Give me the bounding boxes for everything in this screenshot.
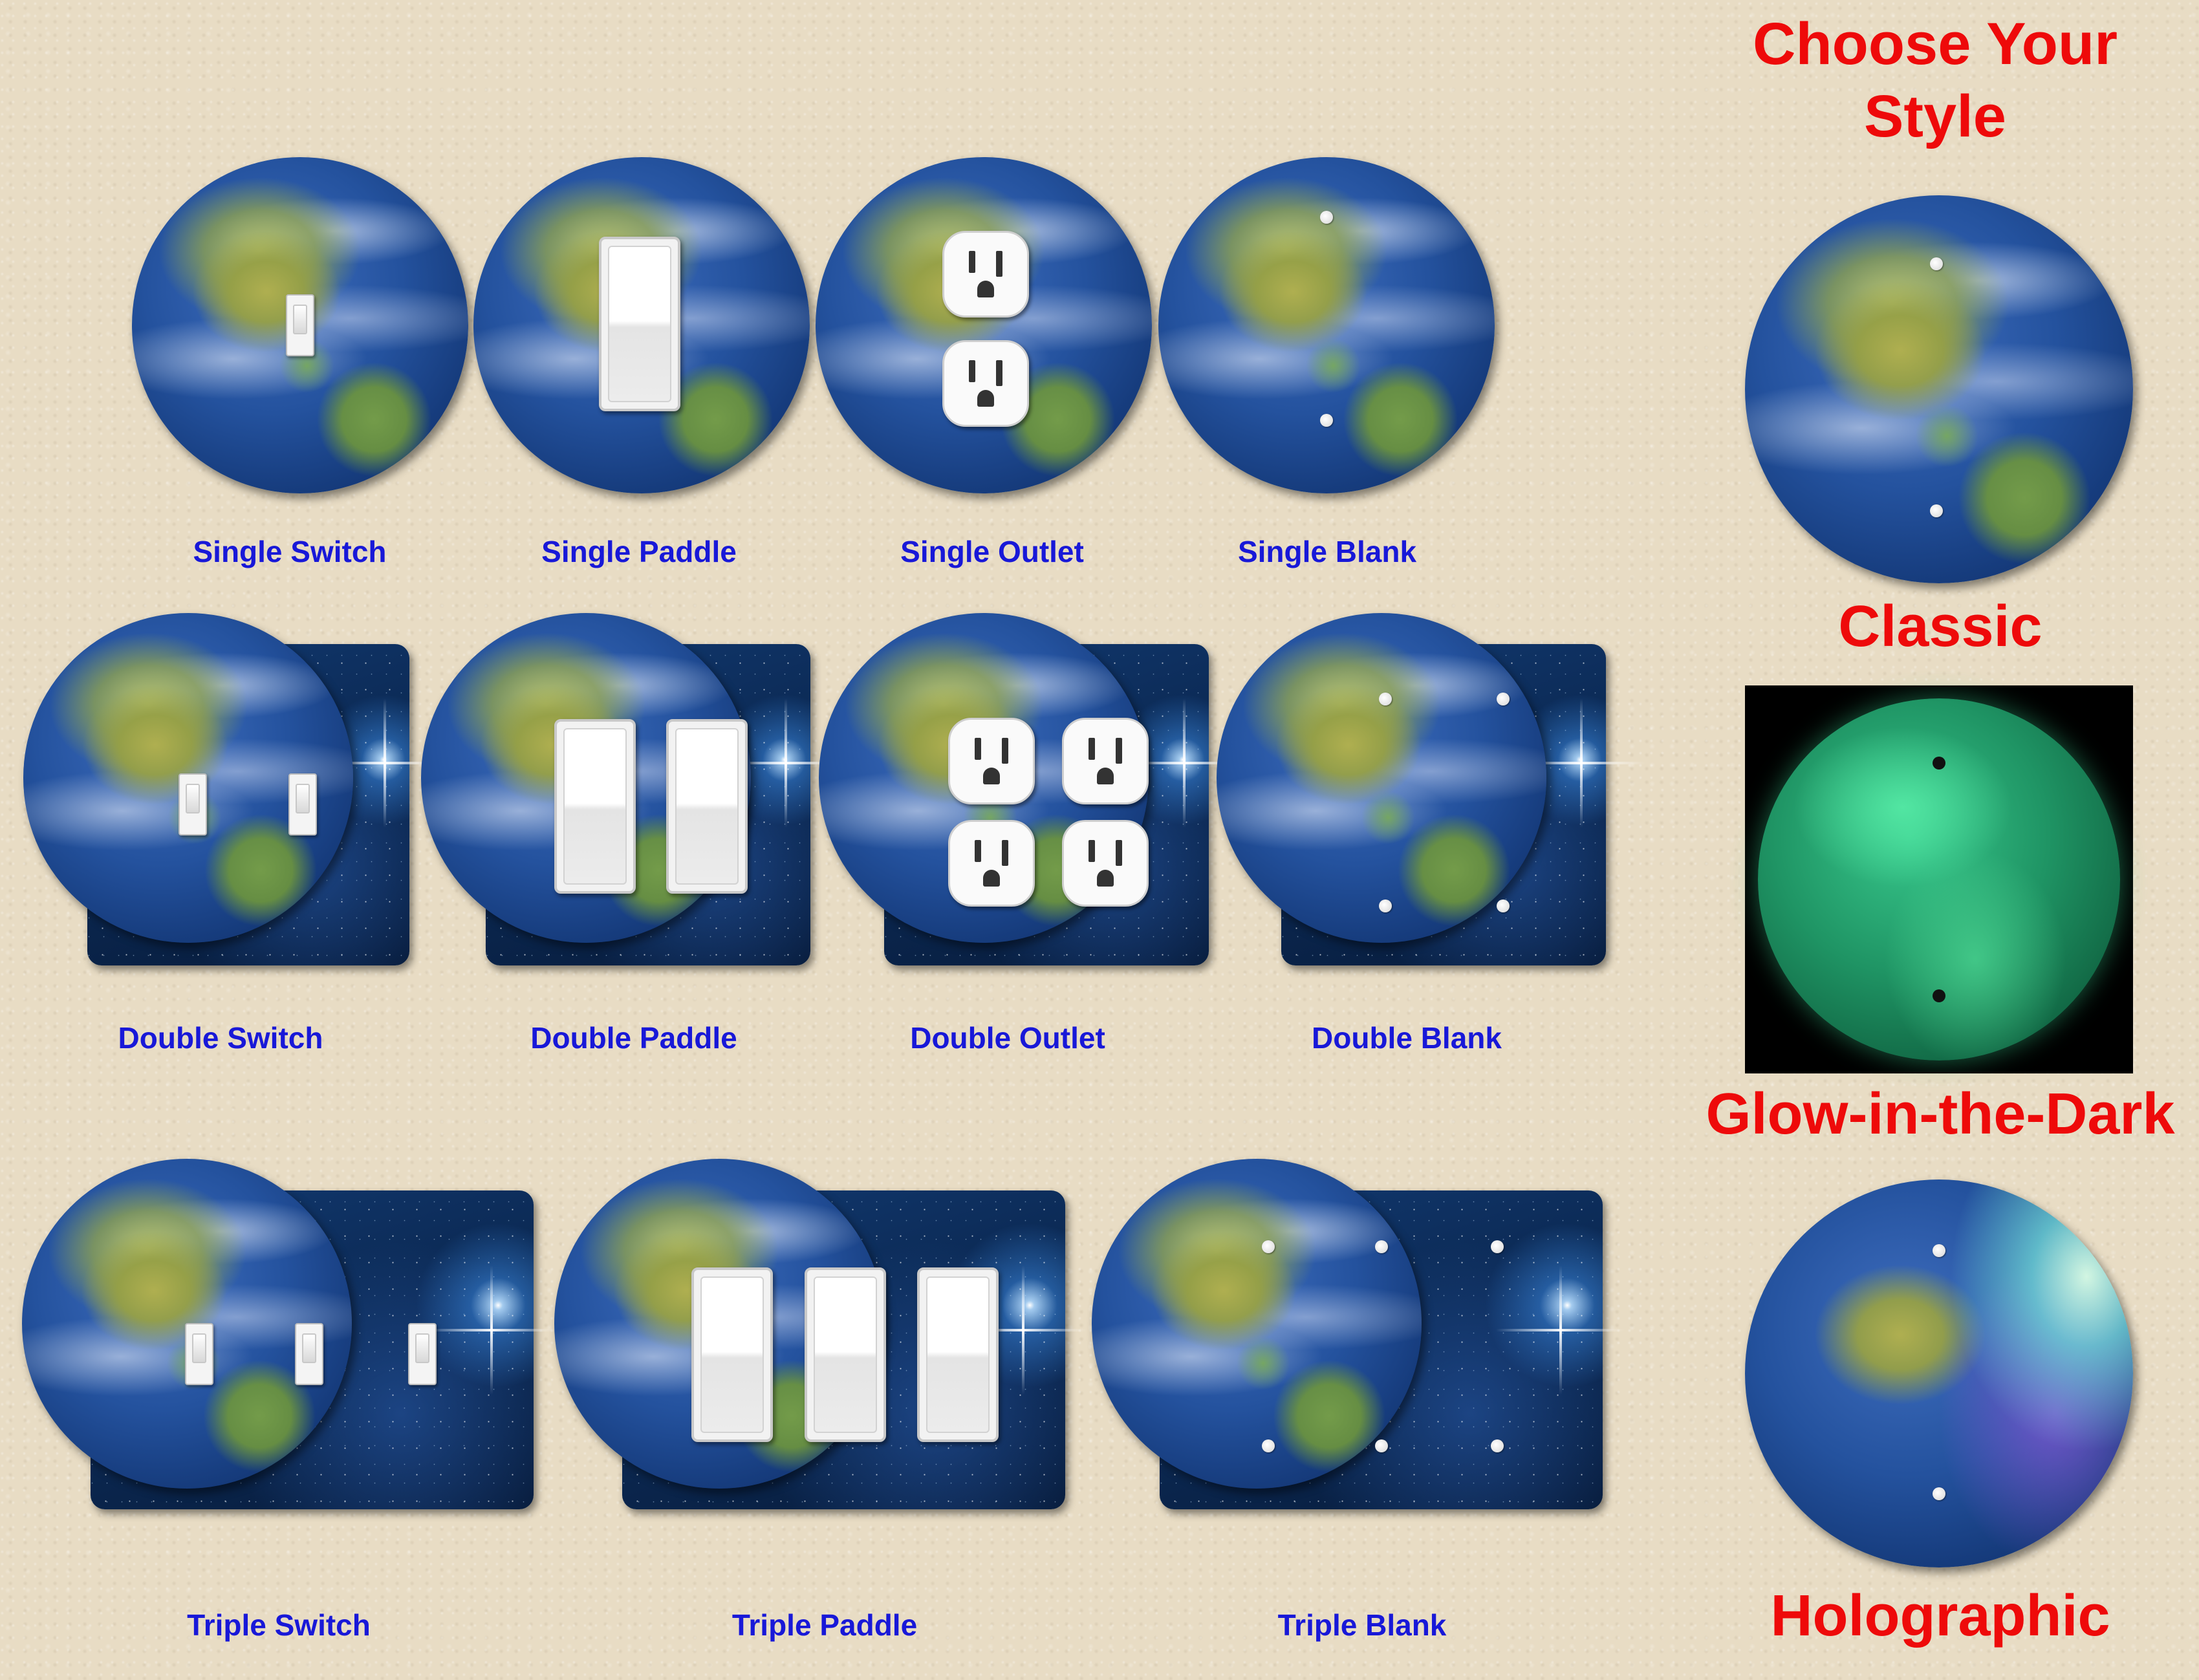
- earth-holographic-style-image: [1745, 1179, 2133, 1567]
- outlet-receptacle-icon: [942, 231, 1029, 318]
- style-option-label: Classic: [1838, 594, 2042, 659]
- screw-hole-icon: [1933, 1487, 1945, 1500]
- product-label: Double Switch: [118, 1021, 323, 1055]
- screw-hole-icon: [1491, 1240, 1504, 1253]
- outlet-receptacle-icon: [942, 340, 1029, 427]
- product-label: Double Outlet: [910, 1021, 1105, 1055]
- outlet-receptacle-icon: [948, 718, 1035, 804]
- style-chooser-heading: Choose Your Style: [1753, 11, 2118, 149]
- screw-hole-icon: [1262, 1240, 1275, 1253]
- toggle-switch-icon: [288, 773, 317, 835]
- screw-hole-icon: [1491, 1439, 1504, 1452]
- style-option-label: Glow-in-the-Dark: [1706, 1082, 2175, 1147]
- product-label: Single Paddle: [541, 535, 737, 568]
- product-label: Single Blank: [1237, 535, 1417, 568]
- screw-hole-icon: [1497, 899, 1510, 912]
- screw-hole-icon: [1933, 1244, 1945, 1257]
- earth-glow-style-image: [1758, 698, 2120, 1061]
- product-label: Triple Blank: [1277, 1608, 1447, 1642]
- paddle-switch-icon: [554, 719, 636, 894]
- product-label: Single Switch: [193, 535, 387, 568]
- screw-hole-icon: [1930, 504, 1943, 517]
- paddle-switch-icon: [691, 1267, 773, 1442]
- earth-plate-image: [1158, 157, 1495, 493]
- screw-hole-icon: [1320, 211, 1333, 224]
- screw-hole-icon: [1379, 899, 1392, 912]
- screw-hole-icon: [1930, 257, 1943, 270]
- outlet-receptacle-icon: [1062, 820, 1149, 907]
- outlet-receptacle-icon: [1062, 718, 1149, 804]
- screw-hole-icon: [1375, 1240, 1388, 1253]
- screw-hole-icon: [1375, 1439, 1388, 1452]
- screw-hole-icon: [1497, 693, 1510, 705]
- product-label: Double Paddle: [530, 1021, 737, 1055]
- product-label: Double Blank: [1312, 1021, 1502, 1055]
- paddle-switch-icon: [599, 237, 680, 411]
- toggle-switch-icon: [295, 1323, 323, 1385]
- product-label: Single Outlet: [900, 535, 1084, 568]
- screw-hole-icon: [1379, 693, 1392, 705]
- toggle-switch-icon: [179, 773, 207, 835]
- earth-plate-image: [1092, 1159, 1422, 1489]
- screw-hole-icon: [1320, 414, 1333, 427]
- screw-hole-icon: [1933, 989, 1945, 1002]
- screw-hole-icon: [1933, 757, 1945, 770]
- paddle-switch-icon: [666, 719, 748, 894]
- toggle-switch-icon: [408, 1323, 437, 1385]
- earth-plate-image: [816, 157, 1152, 493]
- toggle-switch-icon: [185, 1323, 213, 1385]
- earth-style-image: [1745, 195, 2133, 583]
- screw-hole-icon: [1262, 1439, 1275, 1452]
- outlet-receptacle-icon: [948, 820, 1035, 907]
- paddle-switch-icon: [917, 1267, 999, 1442]
- style-option-label: Holographic: [1770, 1584, 2110, 1648]
- earth-plate-image: [1217, 613, 1546, 943]
- product-label: Triple Switch: [187, 1608, 371, 1642]
- product-label: Triple Paddle: [731, 1608, 918, 1642]
- paddle-switch-icon: [805, 1267, 886, 1442]
- toggle-switch-icon: [286, 294, 314, 356]
